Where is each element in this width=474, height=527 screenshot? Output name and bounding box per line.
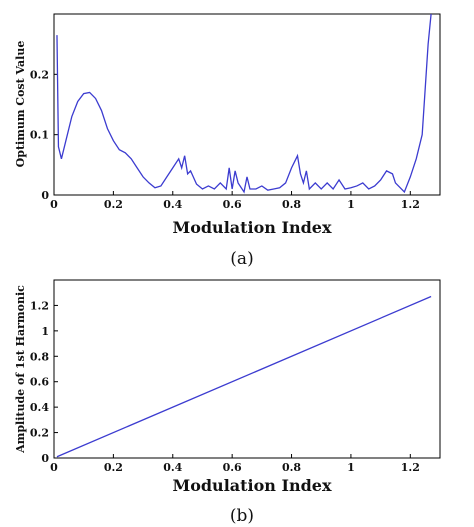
caption-a: (a) [230,249,253,269]
x-ticks-a: 0 0.2 0.4 0.6 0.8 1 1.2 [50,191,420,211]
x-tick-label: 0.6 [223,198,242,211]
x-tick-label: 1.2 [401,461,420,474]
x-tick-label: 0.8 [282,461,301,474]
chart-a: Optimum Cost Value Modulation Index (a) … [14,13,441,269]
x-tick-label: 1 [347,461,355,474]
y-axis-label-a: Optimum Cost Value [14,41,27,168]
y-tick-label: 1.2 [30,299,49,312]
y-ticks-a: 0 0.1 0.2 [30,68,58,202]
x-tick-label: 0 [50,461,58,474]
y-tick-label: 0 [41,189,49,202]
caption-b: (b) [230,506,254,526]
plot-frame-a [53,13,441,196]
x-tick-label: 1 [347,198,355,211]
x-tick-label: 0.4 [163,461,182,474]
x-ticks-b: 0 0.2 0.4 0.6 0.8 1 1.2 [50,454,420,474]
y-tick-label: 0.8 [30,350,49,363]
series-line-b [56,295,432,458]
y-tick-label: 0 [41,452,49,465]
y-tick-label: 0.1 [30,129,49,142]
x-tick-label: 0.8 [282,198,301,211]
x-tick-label: 0.4 [163,198,182,211]
y-tick-label: 0.6 [30,376,49,389]
chart-b: Amplitude of 1st Harmonic Modulation Ind… [14,279,441,526]
x-tick-label: 0.2 [104,461,123,474]
x-tick-label: 1.2 [401,198,420,211]
y-ticks-b: 0 0.2 0.4 0.6 0.8 1 1.2 [30,299,58,465]
x-tick-label: 0.6 [223,461,242,474]
y-tick-label: 0.2 [30,427,49,440]
x-axis-label-b: Modulation Index [172,476,331,495]
x-axis-label-a: Modulation Index [172,218,331,237]
series-lines-b [56,295,432,458]
series-line-a [56,13,432,194]
series-lines-a [56,13,432,194]
y-tick-label: 0.4 [30,401,49,414]
y-tick-label: 0.2 [30,68,49,81]
y-tick-label: 1 [41,325,49,338]
plot-frame-b [53,279,441,459]
x-tick-label: 0.2 [104,198,123,211]
y-axis-label-b: Amplitude of 1st Harmonic [14,285,27,454]
x-tick-label: 0 [50,198,58,211]
